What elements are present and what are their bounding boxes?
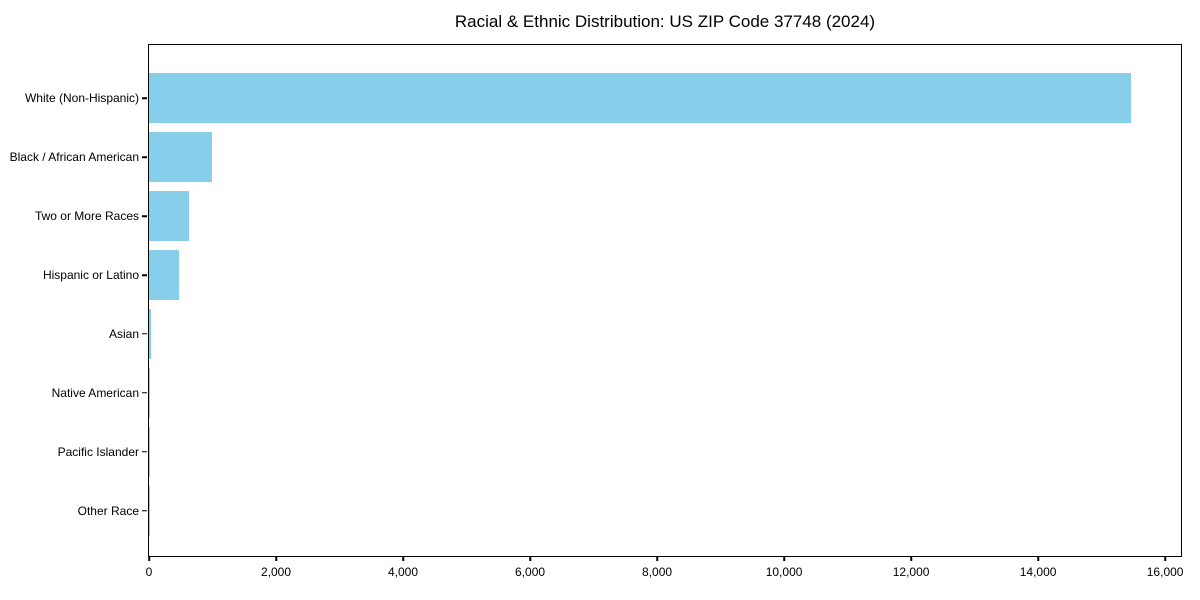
x-tick-mark bbox=[1037, 556, 1039, 561]
bar-asian bbox=[149, 308, 151, 359]
plot-area: White (Non-Hispanic) Black / African Amer… bbox=[10, 44, 1183, 579]
x-tick-label: 16,000 bbox=[1146, 565, 1184, 579]
x-tick-mark bbox=[1164, 556, 1166, 561]
bar-hispanic-or-latino bbox=[149, 250, 180, 301]
x-tick-label: 0 bbox=[145, 565, 153, 579]
y-tick-label: Asian bbox=[108, 326, 139, 341]
bar-white-non-hispanic bbox=[149, 73, 1132, 124]
y-tick-label: Native American bbox=[51, 385, 139, 400]
y-tick-mark bbox=[142, 392, 147, 394]
x-tick-label: 4,000 bbox=[388, 565, 419, 579]
y-tick-mark bbox=[142, 509, 147, 512]
x-tick-label: 14,000 bbox=[1019, 565, 1057, 579]
bar-row-two-or-more-races: Two or More Races bbox=[35, 187, 1181, 246]
y-tick-label: White (Non-Hispanic) bbox=[24, 91, 139, 106]
bar-native-american bbox=[149, 367, 150, 418]
bar-row-white-non-hispanic: White (Non-Hispanic) bbox=[25, 69, 1181, 128]
chart-title: Racial & Ethnic Distribution: US ZIP Cod… bbox=[454, 12, 876, 31]
bar-rows: White (Non-Hispanic) Black / African Amer… bbox=[10, 45, 1181, 556]
y-tick-label: Two or More Races bbox=[34, 209, 139, 224]
y-tick-label: Pacific Islander bbox=[57, 444, 139, 459]
x-tick-label: 2,000 bbox=[260, 565, 292, 579]
y-tick-mark bbox=[142, 333, 147, 335]
x-tick-mark bbox=[910, 556, 912, 561]
bar-row-pacific-islander: Pacific Islander bbox=[58, 422, 1181, 481]
x-axis-ticks: 0 2,000 4,000 6,000 8,000 10,000 12,000 14,000 1… bbox=[145, 556, 1184, 596]
x-tick-label: 10,000 bbox=[765, 565, 803, 579]
y-tick-label: Hispanic or Latino bbox=[42, 268, 139, 283]
bar-row-native-american: Native American bbox=[52, 363, 1181, 422]
x-tick-label: 8,000 bbox=[642, 565, 673, 579]
x-tick-mark bbox=[148, 556, 150, 561]
bar-row-hispanic-or-latino: Hispanic or Latino bbox=[43, 246, 1181, 305]
bar-row-other-race: Other Race bbox=[78, 481, 1181, 540]
x-tick-label: 12,000 bbox=[892, 565, 930, 579]
y-tick-mark bbox=[142, 156, 147, 159]
x-tick-mark bbox=[656, 556, 658, 561]
y-tick-mark bbox=[142, 97, 147, 100]
x-tick-label: 6,000 bbox=[515, 565, 546, 579]
y-tick-mark bbox=[142, 215, 147, 217]
y-tick-mark bbox=[142, 274, 147, 276]
x-tick-mark bbox=[529, 556, 531, 561]
y-tick-label: Black / African American bbox=[9, 150, 139, 165]
bar-row-black-african-american: Black / African American bbox=[10, 128, 1181, 187]
bar-row-asian: Asian bbox=[109, 305, 1181, 364]
x-tick-mark bbox=[402, 556, 404, 561]
y-tick-label: Other Race bbox=[77, 503, 139, 518]
x-tick-mark bbox=[783, 556, 785, 561]
x-tick-mark bbox=[275, 556, 277, 561]
bar-two-or-more-races bbox=[149, 191, 189, 242]
bar-black-african-american bbox=[149, 132, 212, 183]
y-tick-mark bbox=[142, 450, 147, 453]
